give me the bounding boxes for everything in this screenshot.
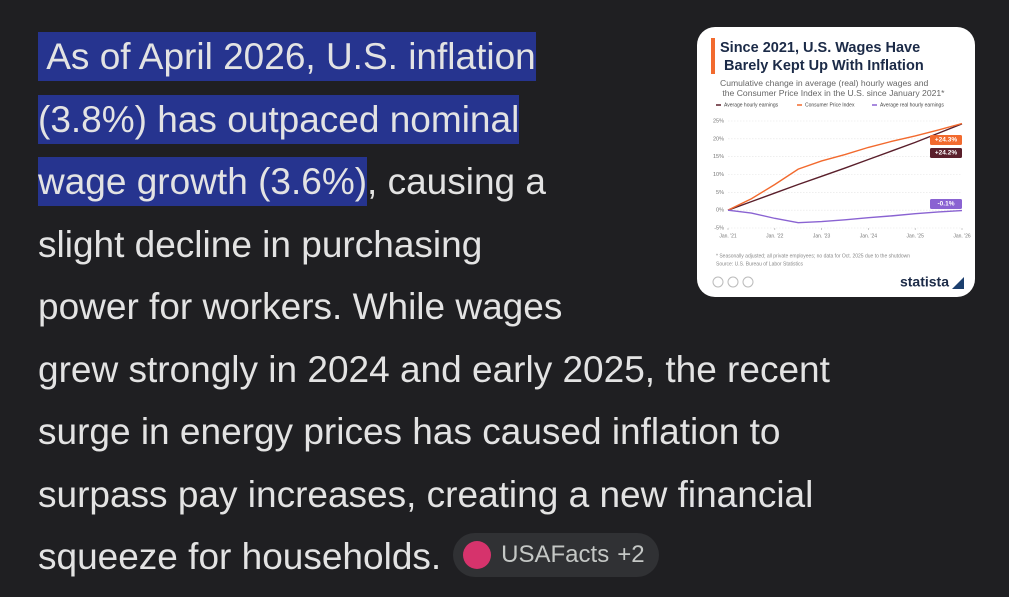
title-accent (711, 38, 715, 74)
y-tick-label: 5% (716, 190, 724, 196)
text-line: wage growth (3.6%), causing a (38, 151, 546, 213)
source-chip[interactable]: USAFacts +2 (453, 533, 659, 578)
brand: statista (900, 274, 949, 290)
text-line: slight decline in purchasing (38, 214, 482, 276)
highlighted-text: wage growth (3.6%) (38, 157, 368, 206)
text: power for workers. While wages (38, 286, 563, 327)
chart: Since 2021, U.S. Wages Have Barely Kept … (713, 40, 971, 290)
text-line: As of April 2026, U.S. inflation (38, 26, 536, 88)
x-tick-label: Jan. '26 (953, 233, 971, 239)
source-more: +2 (617, 541, 645, 569)
text: grew strongly in 2024 and early 2025, th… (38, 348, 830, 390)
text: surge in energy prices has caused inflat… (38, 411, 781, 452)
footnote: * Seasonally adjusted; all private emplo… (716, 253, 910, 259)
source-note: Source: U.S. Bureau of Labor Statistics (716, 261, 803, 267)
source-name: USAFacts (501, 541, 610, 569)
highlighted-text: (3.8%) has outpaced nominal (38, 94, 520, 144)
end-label: +24.3% (935, 137, 957, 144)
x-tick-label: Jan. '25 (907, 233, 925, 239)
y-tick-label: 10% (713, 172, 724, 178)
legend-label: Average real hourly earnings (880, 102, 944, 108)
series-line (727, 122, 963, 211)
y-tick-label: -5% (714, 225, 724, 231)
y-tick-label: 20% (713, 136, 724, 142)
y-tick-label: 0% (716, 208, 724, 214)
end-label: +24.2% (935, 150, 957, 157)
chart-title: Since 2021, U.S. Wages Have Barely Kept … (720, 40, 924, 74)
end-label-box (930, 199, 962, 209)
end-label-box (930, 148, 962, 158)
text: surpass pay increases, creating a new fi… (38, 473, 814, 515)
series-line (727, 209, 963, 224)
text-line: surpass pay increases, creating a new fi… (38, 464, 813, 526)
text-line: power for workers. While wages (38, 276, 562, 338)
x-tick-label: Jan. '23 (813, 233, 831, 239)
text: squeeze for households. (38, 536, 442, 577)
x-tick-label: Jan. '22 (766, 233, 784, 239)
text-line: (3.8%) has outpaced nominal (38, 89, 520, 151)
end-label: -0.1% (938, 201, 955, 208)
icon (727, 276, 739, 288)
highlighted-text: As of April 2026, U.S. inflation (38, 32, 536, 81)
text-line: grew strongly in 2024 and early 2025, th… (38, 339, 830, 401)
thumbnail[interactable] (697, 27, 975, 297)
chart-subtitle: Cumulative change in average (real) hour… (720, 78, 945, 98)
end-label-box (930, 135, 962, 145)
source-icon (463, 541, 492, 570)
x-tick-label: Jan. '24 (860, 233, 878, 239)
text-line: squeeze for households. USAFacts +2 (38, 526, 659, 588)
series-line (727, 123, 963, 211)
legend-label: Average hourly earnings (724, 102, 779, 108)
icon (712, 276, 724, 288)
text: , causing a (367, 161, 546, 202)
legend-label: Consumer Price Index (805, 102, 855, 108)
text: slight decline in purchasing (38, 223, 483, 265)
text-line: surge in energy prices has caused inflat… (38, 401, 781, 463)
brand-logo (952, 277, 964, 289)
x-tick-label: Jan. '21 (719, 233, 737, 239)
icon (742, 276, 754, 288)
y-tick-label: 15% (713, 154, 724, 160)
y-tick-label: 25% (713, 118, 724, 124)
